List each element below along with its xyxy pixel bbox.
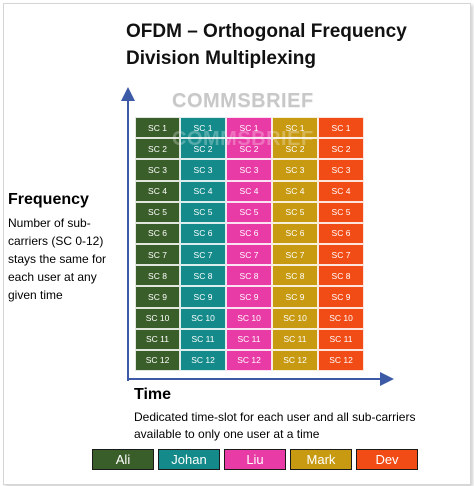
time-label: Time bbox=[134, 386, 172, 403]
subcarrier-cell: SC 12 bbox=[318, 349, 364, 372]
subcarrier-cell: SC 10 bbox=[226, 307, 272, 329]
subcarrier-cell: SC 2 bbox=[135, 138, 180, 160]
legend-item-liu: Liu bbox=[224, 449, 286, 470]
subcarrier-cell: SC 12 bbox=[226, 349, 272, 372]
subcarrier-cell: SC 1 bbox=[180, 117, 226, 139]
subcarrier-cell: SC 7 bbox=[135, 244, 180, 266]
subcarrier-cell: SC 3 bbox=[135, 159, 180, 181]
subcarrier-cell: SC 2 bbox=[318, 138, 364, 160]
subcarrier-cell: SC 9 bbox=[226, 286, 272, 308]
subcarrier-cell: SC 5 bbox=[135, 201, 180, 223]
title-line-2: Division Multiplexing bbox=[126, 48, 317, 69]
subcarrier-cell: SC 12 bbox=[135, 349, 180, 372]
subcarrier-cell: SC 4 bbox=[318, 180, 364, 202]
subcarrier-cell: SC 6 bbox=[272, 222, 318, 245]
subcarrier-cell: SC 8 bbox=[180, 265, 226, 287]
time-axis-arrowhead bbox=[380, 372, 394, 386]
subcarrier-cell: SC 3 bbox=[180, 159, 226, 181]
subcarrier-cell: SC 11 bbox=[180, 328, 226, 350]
subcarrier-cell: SC 5 bbox=[226, 201, 272, 223]
subcarrier-cell: SC 10 bbox=[180, 307, 226, 329]
subcarrier-cell: SC 8 bbox=[135, 265, 180, 287]
subcarrier-cell: SC 5 bbox=[318, 201, 364, 223]
subcarrier-cell: SC 1 bbox=[226, 117, 272, 139]
subcarrier-cell: SC 7 bbox=[180, 244, 226, 266]
subcarrier-cell: SC 3 bbox=[226, 159, 272, 181]
user-column-dev: SC 1 SC 2 SC 3 SC 4 SC 5 SC 6 SC 7 SC 8 SC 9 SC 1… bbox=[318, 117, 364, 372]
time-description: Dedicated time-slot for each user and al… bbox=[134, 410, 416, 441]
legend-item-mark: Mark bbox=[290, 449, 352, 470]
frequency-axis-arrowhead bbox=[121, 87, 135, 101]
subcarrier-grid: SC 1 SC 2 SC 3 SC 4 SC 5 SC 6 SC 7 SC 8 SC 9 SC 1… bbox=[135, 117, 364, 372]
title-line-1: OFDM – Orthogonal Frequency bbox=[126, 21, 407, 42]
legend-item-johan: Johan bbox=[158, 449, 220, 470]
subcarrier-cell: SC 4 bbox=[135, 180, 180, 202]
subcarrier-cell: SC 11 bbox=[226, 328, 272, 350]
user-column-johan: SC 1 SC 2 SC 3 SC 4 SC 5 SC 6 SC 7 SC 8 SC 9 SC 1… bbox=[180, 117, 226, 372]
subcarrier-cell: SC 11 bbox=[272, 328, 318, 350]
subcarrier-cell: SC 2 bbox=[272, 138, 318, 160]
subcarrier-cell: SC 1 bbox=[135, 117, 180, 139]
subcarrier-cell: SC 9 bbox=[272, 286, 318, 308]
subcarrier-cell: SC 9 bbox=[180, 286, 226, 308]
user-column-mark: SC 1 SC 2 SC 3 SC 4 SC 5 SC 6 SC 7 SC 8 SC 9 SC 1… bbox=[272, 117, 318, 372]
subcarrier-cell: SC 10 bbox=[318, 307, 364, 329]
subcarrier-cell: SC 7 bbox=[272, 244, 318, 266]
subcarrier-cell: SC 4 bbox=[180, 180, 226, 202]
subcarrier-cell: SC 8 bbox=[226, 265, 272, 287]
subcarrier-cell: SC 6 bbox=[135, 222, 180, 245]
user-column-liu: SC 1 SC 2 SC 3 SC 4 SC 5 SC 6 SC 7 SC 8 SC 9 SC 1… bbox=[226, 117, 272, 372]
subcarrier-cell: SC 8 bbox=[272, 265, 318, 287]
frequency-description: Number of sub-carriers (SC 0-12) stays t… bbox=[8, 216, 107, 302]
legend-item-dev: Dev bbox=[356, 449, 418, 470]
subcarrier-cell: SC 10 bbox=[135, 307, 180, 329]
subcarrier-cell: SC 12 bbox=[272, 349, 318, 372]
subcarrier-cell: SC 7 bbox=[318, 244, 364, 266]
user-column-ali: SC 1 SC 2 SC 3 SC 4 SC 5 SC 6 SC 7 SC 8 SC 9 SC 1… bbox=[135, 117, 180, 372]
subcarrier-cell: SC 9 bbox=[135, 286, 180, 308]
subcarrier-cell: SC 5 bbox=[272, 201, 318, 223]
diagram-title: OFDM – Orthogonal Frequency Division Mul… bbox=[126, 18, 426, 72]
subcarrier-cell: SC 2 bbox=[226, 138, 272, 160]
user-legend: Ali Johan Liu Mark Dev bbox=[92, 449, 418, 470]
subcarrier-cell: SC 11 bbox=[318, 328, 364, 350]
subcarrier-cell: SC 3 bbox=[272, 159, 318, 181]
subcarrier-cell: SC 8 bbox=[318, 265, 364, 287]
subcarrier-cell: SC 6 bbox=[318, 222, 364, 245]
subcarrier-cell: SC 2 bbox=[180, 138, 226, 160]
subcarrier-cell: SC 9 bbox=[318, 286, 364, 308]
subcarrier-cell: SC 1 bbox=[318, 117, 364, 139]
legend-item-ali: Ali bbox=[92, 449, 154, 470]
subcarrier-cell: SC 10 bbox=[272, 307, 318, 329]
frequency-label: Frequency bbox=[8, 191, 89, 208]
subcarrier-cell: SC 6 bbox=[226, 222, 272, 245]
subcarrier-cell: SC 4 bbox=[272, 180, 318, 202]
subcarrier-cell: SC 6 bbox=[180, 222, 226, 245]
subcarrier-cell: SC 1 bbox=[272, 117, 318, 139]
subcarrier-cell: SC 3 bbox=[318, 159, 364, 181]
brand-watermark: COMMSBRIEF bbox=[172, 90, 314, 112]
subcarrier-cell: SC 4 bbox=[226, 180, 272, 202]
subcarrier-cell: SC 11 bbox=[135, 328, 180, 350]
subcarrier-cell: SC 7 bbox=[226, 244, 272, 266]
subcarrier-cell: SC 12 bbox=[180, 349, 226, 372]
subcarrier-cell: SC 5 bbox=[180, 201, 226, 223]
